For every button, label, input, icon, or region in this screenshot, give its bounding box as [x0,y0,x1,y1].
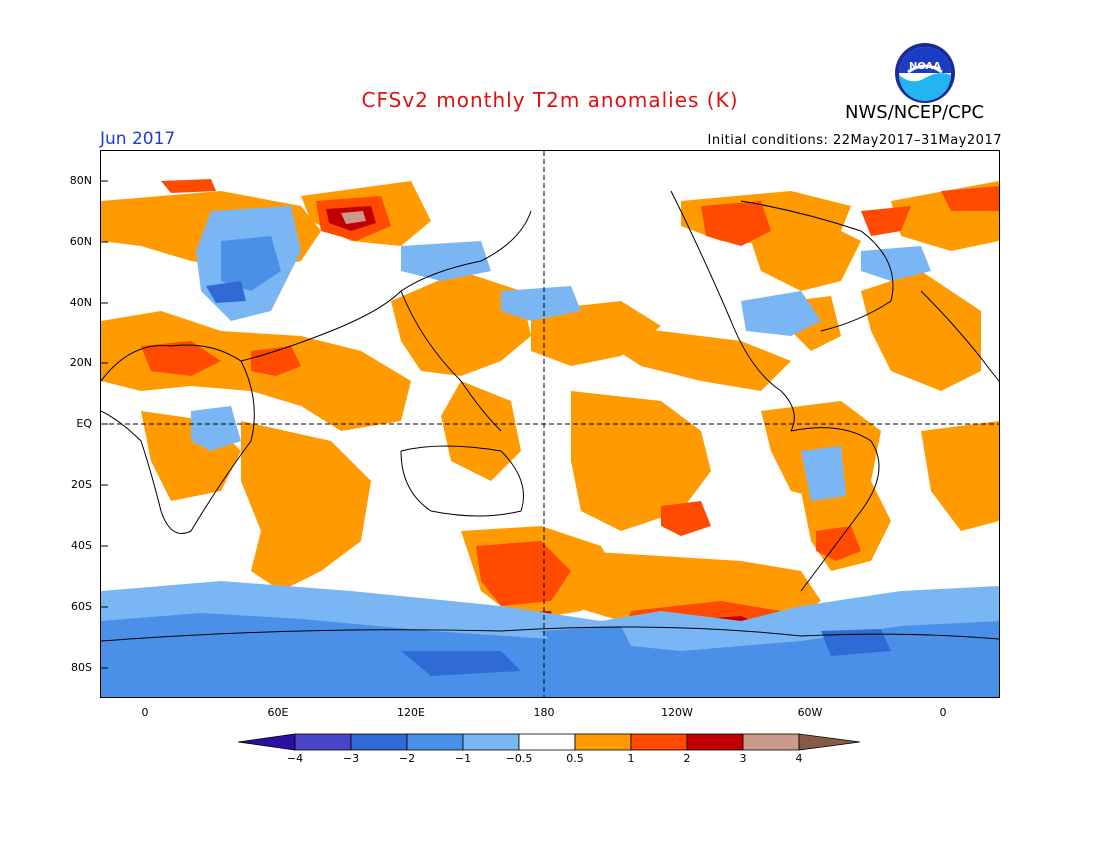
lon-label-0-east: 0 [939,706,947,719]
initial-conditions-label: Initial conditions: 22May2017–31May2017 [707,133,1002,148]
lon-label-120e: 120E [397,706,425,719]
colorbar-bin-05-1 [574,733,632,751]
strong-warm-anomaly-layer [141,179,999,656]
lat-label-40n: 40N [69,296,92,309]
colorbar-label-m05: −0.5 [505,752,533,765]
lon-label-60w: 60W [797,706,823,719]
chart-title: CFSv2 monthly T2m anomalies (K) [361,88,739,112]
coastlines [101,190,999,642]
noaa-logo-text: NOAA [909,61,941,72]
colorbar-bin-gt-4 [798,733,861,751]
lat-ticks [100,180,108,669]
lat-label-40s: 40S [71,539,92,552]
colorbar-bin-3-4 [742,733,800,751]
colorbar-label-p3: 3 [739,752,747,765]
colorbar-bin-1-05 [462,733,520,751]
map-canvas [101,151,999,697]
lon-label-120w: 120W [661,706,693,719]
anomaly-map [100,150,1000,698]
colorbar [238,733,861,751]
forecast-month-label: Jun 2017 [100,129,176,149]
colorbar-label-p05: 0.5 [566,752,584,765]
colorbar-label-m3: −3 [342,752,360,765]
lat-label-eq: EQ [76,417,92,430]
noaa-logo: NOAA [895,43,955,103]
colorbar-bin-neutral [518,733,576,751]
colorbar-label-p2: 2 [683,752,691,765]
lat-label-20s: 20S [71,478,92,491]
colorbar-bin-1-2 [630,733,688,751]
colorbar-label-p4: 4 [795,752,803,765]
lat-label-80n: 80N [69,174,92,187]
colorbar-label-m1: −1 [454,752,472,765]
lat-label-60n: 60N [69,235,92,248]
lon-label-180: 180 [533,706,555,719]
colorbar-bin-2-3 [686,733,744,751]
colorbar-bin-2-1 [406,733,464,751]
colorbar-label-p1: 1 [627,752,635,765]
moderate-cool-anomaly-layer [101,236,999,697]
colorbar-bin-4-3 [294,733,352,751]
lon-label-60e: 60E [267,706,289,719]
lat-label-20n: 20N [69,356,92,369]
lon-label-0-west: 0 [141,706,149,719]
colorbar-label-m2: −2 [398,752,416,765]
colorbar-bin-lt-4 [238,733,296,751]
lat-label-80s: 80S [71,661,92,674]
agency-label: NWS/NCEP/CPC [845,102,985,123]
colorbar-bin-3-2 [350,733,408,751]
colorbar-label-m4: −4 [286,752,304,765]
strong-cool-anomaly-layer [206,281,891,676]
lat-label-60s: 60S [71,600,92,613]
